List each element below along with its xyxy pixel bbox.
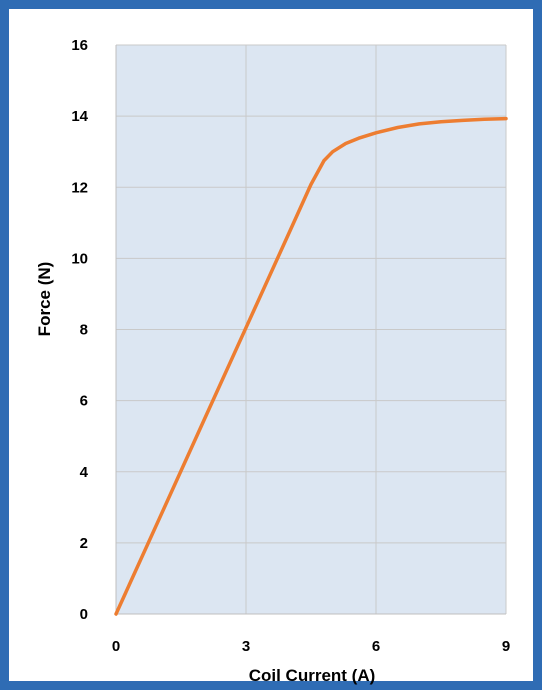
y-tick-label-0: 0	[80, 606, 88, 623]
y-tick-label-16: 16	[71, 37, 88, 54]
axes	[115, 45, 506, 615]
y-tick-label-2: 2	[80, 535, 88, 552]
series-layer	[114, 116, 508, 616]
series-line-0	[114, 116, 508, 616]
y-tick-label-12: 12	[71, 179, 88, 196]
x-tick-label-9: 9	[502, 638, 510, 655]
y-tick-label-4: 4	[80, 464, 89, 481]
x-tick-label-0: 0	[112, 638, 120, 655]
x-tick-label-6: 6	[372, 638, 380, 655]
y-axis-title: Force (N)	[35, 262, 54, 337]
y-tick-label-6: 6	[80, 393, 88, 410]
tick-labels: 0 2 4 6 8 10 12 14 16 0 3 6 9	[71, 37, 510, 655]
y-tick-label-8: 8	[80, 322, 88, 339]
y-tick-label-10: 10	[71, 250, 88, 267]
x-tick-label-3: 3	[242, 638, 250, 655]
x-axis-title: Coil Current (A)	[249, 666, 376, 685]
y-tick-label-14: 14	[71, 108, 88, 125]
